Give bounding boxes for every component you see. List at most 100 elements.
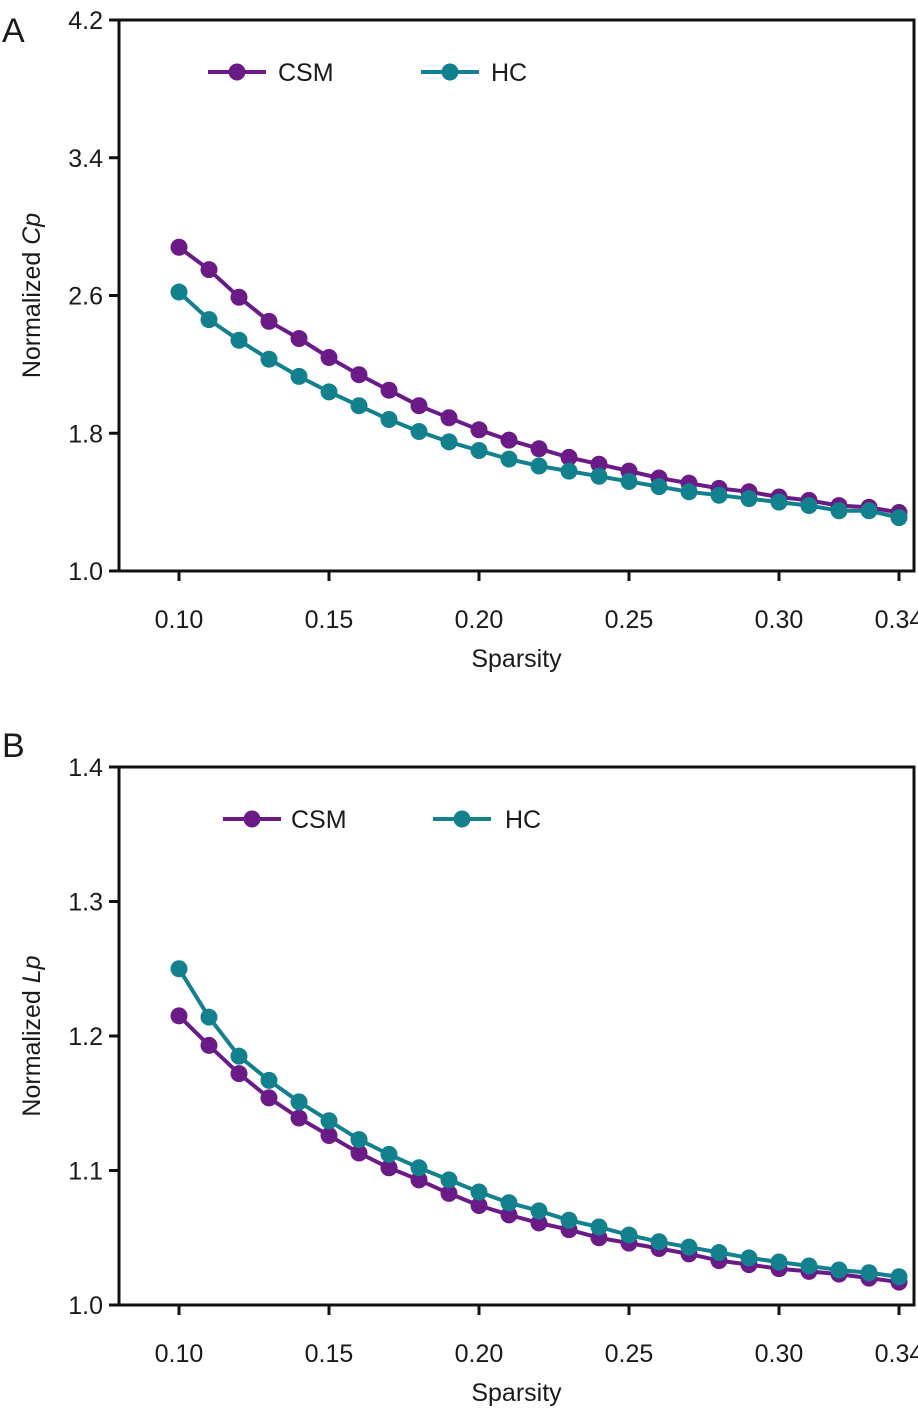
data-point-hc — [380, 1145, 398, 1163]
data-point-csm — [200, 261, 218, 279]
data-point-hc — [620, 1226, 638, 1244]
data-point-hc — [470, 441, 488, 459]
y-tick-label: 1.0 — [68, 1292, 103, 1320]
y-tick-label: 1.1 — [68, 1158, 103, 1186]
data-point-hc — [740, 490, 758, 508]
data-point-csm — [380, 1159, 398, 1177]
y-tick-label: 1.2 — [68, 1023, 103, 1051]
data-point-hc — [710, 486, 728, 504]
y-axis-title-prefix: Normalized — [18, 245, 46, 378]
data-point-hc — [800, 1257, 818, 1275]
y-axis-title-prefix: Normalized — [18, 983, 46, 1116]
data-point-csm — [590, 455, 608, 473]
data-point-csm — [440, 409, 458, 427]
data-point-csm — [380, 381, 398, 399]
panel-b: B 1.0 1.1 1.2 1.3 1.4 0.10 0.15 0.20 0.25 0.30 0.34… — [2, 727, 918, 1407]
x-tick-label: 0.10 — [155, 1340, 204, 1368]
data-point-hc — [230, 331, 248, 349]
data-point-hc — [200, 311, 218, 329]
data-point-csm — [170, 238, 188, 256]
data-point-hc — [650, 478, 668, 496]
y-tick-label: 1.0 — [68, 558, 103, 586]
data-point-hc — [560, 1211, 578, 1229]
legend-label: CSM — [278, 59, 334, 87]
data-point-csm — [260, 1089, 278, 1107]
panel-letter: B — [2, 727, 25, 765]
series-line-csm — [177, 1014, 900, 1285]
data-point-csm — [290, 1109, 308, 1127]
x-tick-label: 0.20 — [455, 606, 504, 634]
data-point-csm — [170, 1007, 188, 1025]
data-point-csm — [530, 440, 548, 458]
data-point-hc — [800, 497, 818, 515]
data-point-csm — [350, 1144, 368, 1162]
panel-letter: A — [2, 12, 25, 50]
data-point-hc — [770, 1253, 788, 1271]
data-point-hc — [320, 1112, 338, 1130]
data-point-csm — [350, 366, 368, 384]
y-tick-label: 1.8 — [68, 420, 103, 448]
data-point-hc — [890, 509, 908, 527]
data-point-hc — [590, 467, 608, 485]
data-point-hc — [320, 383, 338, 401]
x-tick-label: 0.15 — [305, 1340, 354, 1368]
data-point-hc — [500, 450, 518, 468]
x-tick-label: 0.25 — [605, 1340, 654, 1368]
x-tick-label: 0.34 — [875, 606, 918, 634]
data-point-hc — [170, 960, 188, 978]
data-point-csm — [440, 1184, 458, 1202]
y-axis-title-symbol: Lp — [18, 955, 46, 983]
data-point-csm — [230, 1065, 248, 1083]
data-point-hc — [530, 457, 548, 475]
data-point-hc — [440, 433, 458, 451]
data-point-hc — [380, 410, 398, 428]
y-axis-title: Normalized Cp — [18, 213, 46, 378]
data-point-csm — [560, 448, 578, 466]
y-axis-title-symbol: Cp — [18, 213, 46, 245]
data-point-csm — [230, 288, 248, 306]
legend-swatch-marker — [453, 810, 471, 828]
data-point-hc — [290, 1093, 308, 1111]
data-point-csm — [410, 1171, 428, 1189]
data-point-hc — [170, 283, 188, 301]
legend-swatch-marker — [243, 810, 261, 828]
series-line-hc — [177, 290, 900, 520]
x-axis-title: Sparsity — [471, 645, 562, 673]
x-tick-label: 0.30 — [755, 606, 804, 634]
x-tick-label: 0.15 — [305, 606, 354, 634]
data-point-hc — [290, 367, 308, 385]
data-point-hc — [830, 502, 848, 520]
legend-label: CSM — [291, 806, 347, 834]
legend-swatch-marker — [441, 63, 459, 81]
data-point-csm — [320, 348, 338, 366]
data-point-hc — [530, 1202, 548, 1220]
data-point-hc — [410, 423, 428, 441]
data-point-csm — [320, 1127, 338, 1145]
legend-label: HC — [505, 806, 541, 834]
x-tick-label: 0.25 — [605, 606, 654, 634]
y-tick-label: 4.2 — [68, 7, 103, 35]
data-point-csm — [500, 1206, 518, 1224]
data-point-hc — [770, 493, 788, 511]
y-tick-label: 1.4 — [68, 754, 103, 782]
data-point-hc — [620, 472, 638, 490]
x-axis-title: Sparsity — [471, 1379, 562, 1407]
data-point-hc — [860, 1264, 878, 1282]
data-point-csm — [470, 1196, 488, 1214]
y-tick-label: 2.6 — [68, 283, 103, 311]
data-point-csm — [200, 1036, 218, 1054]
data-point-csm — [530, 1214, 548, 1232]
data-point-hc — [560, 462, 578, 480]
data-point-hc — [740, 1249, 758, 1267]
data-point-hc — [500, 1194, 518, 1212]
data-point-hc — [710, 1244, 728, 1262]
data-point-hc — [860, 502, 878, 520]
x-tick-label: 0.20 — [455, 1340, 504, 1368]
plot-frame — [117, 765, 916, 1307]
data-point-csm — [410, 397, 428, 415]
data-point-hc — [680, 1238, 698, 1256]
data-point-hc — [260, 350, 278, 368]
x-tick-label: 0.30 — [755, 1340, 804, 1368]
data-point-hc — [830, 1261, 848, 1279]
